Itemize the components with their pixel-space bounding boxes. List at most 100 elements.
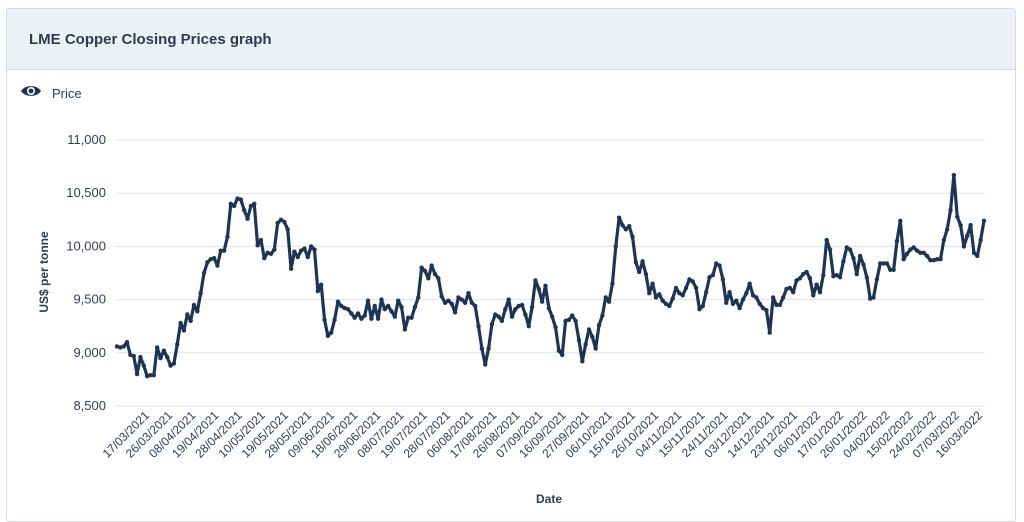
data-point[interactable] — [489, 321, 495, 327]
data-point[interactable] — [918, 250, 923, 255]
data-point[interactable] — [392, 314, 398, 319]
data-point[interactable] — [867, 296, 873, 301]
data-point[interactable] — [509, 314, 515, 319]
data-point[interactable] — [419, 265, 424, 270]
data-point[interactable] — [121, 344, 126, 349]
data-point[interactable] — [151, 372, 157, 378]
data-point[interactable] — [593, 346, 598, 351]
data-point[interactable] — [660, 298, 665, 303]
data-point[interactable] — [603, 295, 608, 300]
data-point[interactable] — [114, 344, 120, 349]
data-point[interactable] — [496, 314, 501, 319]
data-point[interactable] — [623, 227, 629, 232]
data-point[interactable] — [549, 314, 555, 319]
data-point[interactable] — [235, 196, 240, 201]
data-point[interactable] — [831, 273, 836, 279]
data-point[interactable] — [764, 308, 769, 313]
data-point[interactable] — [824, 237, 829, 243]
data-point[interactable] — [285, 227, 290, 232]
data-point[interactable] — [734, 298, 739, 303]
data-point[interactable] — [854, 271, 859, 277]
data-point[interactable] — [181, 328, 187, 333]
data-point[interactable] — [526, 324, 531, 329]
data-point[interactable] — [616, 215, 622, 220]
data-point[interactable] — [884, 261, 890, 266]
data-point[interactable] — [553, 325, 558, 330]
data-point[interactable] — [780, 295, 786, 300]
data-point[interactable] — [904, 251, 910, 257]
data-point[interactable] — [288, 266, 294, 271]
data-point[interactable] — [703, 289, 709, 295]
data-point[interactable] — [717, 263, 722, 268]
data-point[interactable] — [349, 311, 354, 316]
data-point[interactable] — [928, 258, 933, 263]
data-point[interactable] — [821, 272, 826, 278]
data-point[interactable] — [891, 267, 896, 273]
data-point[interactable] — [790, 289, 796, 295]
data-point[interactable] — [543, 283, 548, 288]
data-point[interactable] — [389, 309, 394, 314]
data-point[interactable] — [519, 302, 525, 308]
data-point[interactable] — [308, 244, 314, 249]
data-point[interactable] — [175, 342, 180, 347]
data-point[interactable] — [355, 311, 361, 316]
data-point[interactable] — [730, 301, 736, 307]
data-point[interactable] — [811, 293, 816, 298]
data-point[interactable] — [439, 294, 444, 299]
data-point[interactable] — [523, 312, 528, 317]
data-point[interactable] — [322, 317, 327, 323]
data-point[interactable] — [218, 248, 223, 253]
data-point[interactable] — [416, 295, 421, 300]
data-point[interactable] — [449, 301, 454, 307]
data-point[interactable] — [516, 303, 521, 309]
data-point[interactable] — [185, 312, 190, 317]
data-point[interactable] — [944, 227, 950, 232]
data-point[interactable] — [560, 352, 565, 358]
data-point[interactable] — [248, 203, 254, 209]
data-point[interactable] — [670, 296, 675, 301]
data-point[interactable] — [345, 306, 351, 312]
data-point[interactable] — [359, 316, 364, 321]
data-point[interactable] — [429, 263, 434, 268]
data-point[interactable] — [683, 285, 689, 291]
data-point[interactable] — [697, 306, 702, 312]
data-point[interactable] — [191, 302, 197, 308]
data-point[interactable] — [667, 303, 672, 309]
data-point[interactable] — [154, 345, 160, 350]
data-point[interactable] — [633, 260, 639, 265]
data-point[interactable] — [881, 261, 886, 266]
data-point[interactable] — [777, 302, 783, 308]
data-point[interactable] — [570, 313, 575, 318]
data-point[interactable] — [700, 303, 706, 309]
data-point[interactable] — [714, 261, 719, 266]
data-point[interactable] — [268, 251, 274, 257]
data-point[interactable] — [436, 276, 441, 281]
data-point[interactable] — [466, 291, 471, 296]
data-point[interactable] — [938, 256, 943, 262]
data-point[interactable] — [737, 305, 742, 311]
data-point[interactable] — [797, 276, 803, 281]
data-point[interactable] — [178, 320, 183, 326]
data-point[interactable] — [770, 295, 776, 300]
data-point[interactable] — [898, 218, 903, 224]
data-point[interactable] — [878, 261, 883, 266]
data-point[interactable] — [817, 289, 823, 295]
data-point[interactable] — [767, 330, 772, 335]
data-point[interactable] — [724, 300, 729, 305]
data-point[interactable] — [533, 278, 538, 283]
data-point[interactable] — [513, 306, 518, 312]
data-point[interactable] — [921, 250, 926, 255]
data-point[interactable] — [727, 289, 732, 295]
data-point[interactable] — [195, 309, 200, 314]
data-point[interactable] — [402, 327, 408, 332]
data-point[interactable] — [894, 238, 900, 244]
data-point[interactable] — [215, 263, 220, 268]
data-point[interactable] — [221, 248, 227, 253]
data-point[interactable] — [442, 300, 448, 305]
data-point[interactable] — [687, 277, 692, 282]
data-point[interactable] — [409, 315, 414, 320]
data-point[interactable] — [630, 234, 635, 240]
data-point[interactable] — [801, 271, 806, 277]
data-point[interactable] — [161, 348, 167, 353]
data-point[interactable] — [385, 303, 391, 309]
